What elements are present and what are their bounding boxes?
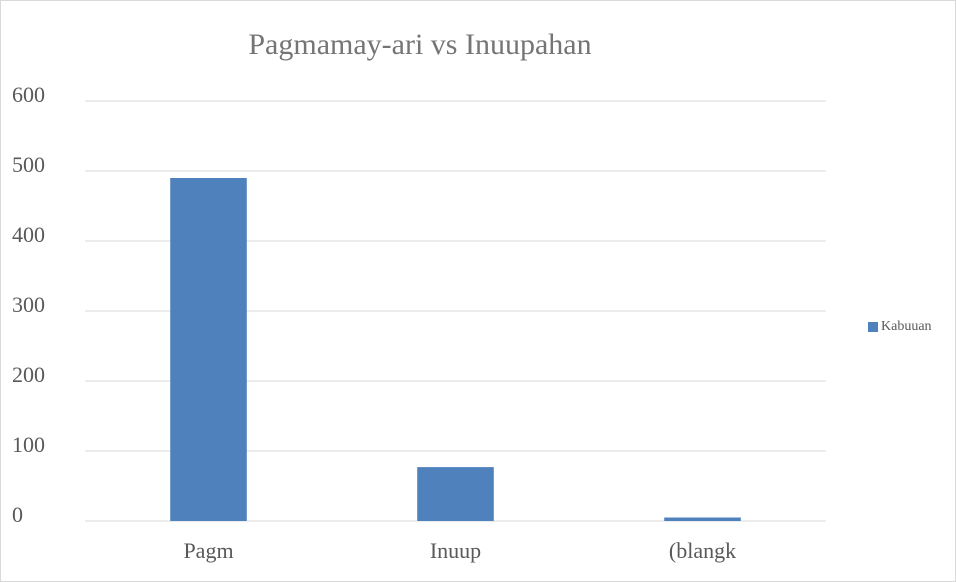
y-tick-label: 300 xyxy=(12,292,45,317)
chart-title: Pagmamay-ari vs Inuupahan xyxy=(248,28,591,61)
y-tick-label: 200 xyxy=(12,362,45,387)
y-tick-label: 0 xyxy=(12,502,23,527)
bar xyxy=(417,467,494,521)
bar xyxy=(170,178,247,521)
bar xyxy=(664,517,741,521)
y-tick-label: 400 xyxy=(12,222,45,247)
y-tick-label: 600 xyxy=(12,82,45,107)
legend-swatch xyxy=(868,322,878,332)
x-tick-label: Pagm xyxy=(183,538,233,563)
x-tick-label: (blangk xyxy=(669,538,736,563)
x-tick-label: Inuup xyxy=(430,538,481,563)
legend-label: Kabuuan xyxy=(881,319,932,334)
y-tick-label: 100 xyxy=(12,432,45,457)
y-tick-label: 500 xyxy=(12,152,45,177)
